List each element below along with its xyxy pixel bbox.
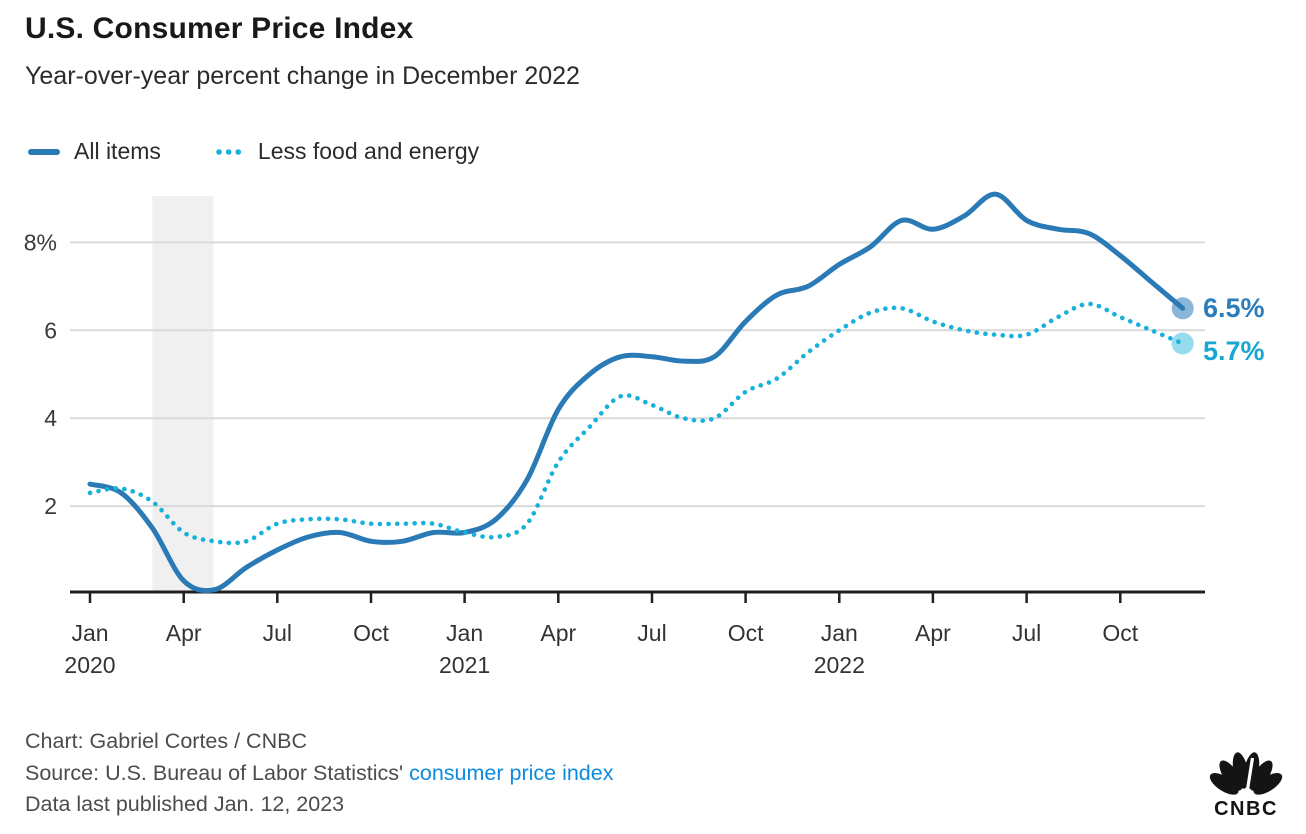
legend-item-less-food-energy: Less food and energy [215,138,479,165]
x-axis-year-label: 2022 [814,652,865,678]
series-line-all-items [87,191,1186,594]
cnbc-logo: CNBC [1206,752,1286,820]
x-axis-month-label: Apr [915,620,951,646]
x-axis-month-label: Oct [728,620,764,646]
x-axis-month-label: Jan [821,620,858,646]
series-end-dot [1171,332,1194,355]
y-axis-tick-label: 2 [44,493,57,519]
consumer-price-index-link[interactable]: consumer price index [409,760,614,785]
x-axis-month-label: Jan [71,620,108,646]
y-axis-tick-label: 4 [44,405,57,431]
x-axis-month-label: Jan [446,620,483,646]
x-axis-month-label: Oct [353,620,389,646]
credit-text: Chart: Gabriel Cortes / CNBC [25,729,307,753]
x-axis-month-label: Jul [637,620,666,646]
series-end-dot [1171,297,1194,320]
x-axis-year-label: 2021 [439,652,490,678]
published-text: Data last published Jan. 12, 2023 [25,792,345,816]
dotted-line-swatch-icon [216,148,244,155]
footer-published-line: Data last published Jan. 12, 2023 [25,789,613,821]
x-axis-month-label: Apr [166,620,202,646]
legend-label-less-food-energy: Less food and energy [257,138,480,164]
chart-subtitle: Year-over-year percent change in Decembe… [25,62,580,90]
x-axis-month-label: Jul [263,620,292,646]
x-axis-month-label: Oct [1102,620,1138,646]
solid-line-swatch-icon [28,148,60,155]
source-text: Source: U.S. Bureau of Labor Statistics' [25,760,410,785]
series-end-value-label: 5.7% [1203,336,1265,366]
chart-footer: Chart: Gabriel Cortes / CNBC Source: U.S… [25,726,613,821]
page-title: U.S. Consumer Price Index [25,12,414,45]
legend-item-all-items: All items [27,138,161,165]
cnbc-peacock-icon: CNBC [1209,752,1283,820]
series-line-less-food-and-energy [87,301,1185,546]
cnbc-logo-text: CNBC [1214,798,1278,818]
footer-credit-line: Chart: Gabriel Cortes / CNBC [25,726,613,758]
chart-legend: All items Less food and energy [27,138,479,165]
y-axis-tick-label: 8% [24,229,57,255]
legend-label-all-items: All items [74,138,161,164]
cpi-line-chart: 8% 6 4 2 Jan 2020 Apr Jul Oct Jan 2021 Apr Jul Oct Jan… [24,191,1265,678]
x-axis-month-label: Jul [1012,620,1041,646]
x-axis-year-label: 2020 [64,652,115,678]
y-axis-tick-label: 6 [44,317,57,343]
x-axis-month-label: Apr [540,620,576,646]
recession-band [152,196,214,592]
series-end-value-label: 6.5% [1203,293,1265,323]
footer-source-line: Source: U.S. Bureau of Labor Statistics'… [25,758,613,790]
